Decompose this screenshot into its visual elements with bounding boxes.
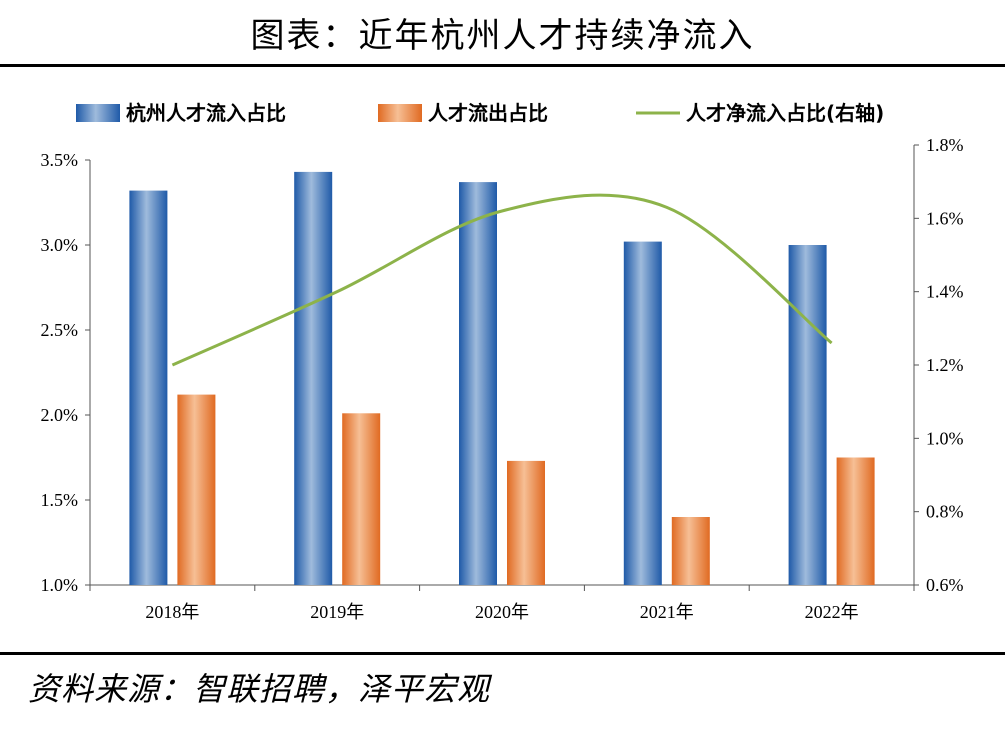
legend-label-inflow: 杭州人才流入占比 xyxy=(126,101,286,125)
legend-swatch-outflow xyxy=(378,104,422,122)
bar-inflow xyxy=(623,241,662,585)
legend-label-outflow: 人才流出占比 xyxy=(428,101,548,125)
left-tick-label: 2.0% xyxy=(41,405,79,425)
right-tick-label: 0.8% xyxy=(926,502,964,522)
bar-inflow xyxy=(129,190,168,585)
left-tick-label: 3.5% xyxy=(41,150,79,170)
source-note: 资料来源：智联招聘，泽平宏观 xyxy=(28,670,491,708)
left-tick-label: 1.5% xyxy=(41,490,79,510)
legend: 杭州人才流入占比 人才流出占比 人才净流入占比(右轴) xyxy=(76,101,884,125)
bar-outflow xyxy=(507,460,545,585)
right-tick-label: 1.2% xyxy=(926,355,964,375)
right-tick-label: 1.0% xyxy=(926,428,964,448)
bar-outflow xyxy=(177,394,216,585)
x-tick-label: 2018年 xyxy=(145,602,199,622)
bar-outflow xyxy=(342,413,381,585)
right-tick-label: 1.6% xyxy=(926,208,964,228)
source-rule xyxy=(0,652,1005,655)
left-tick-label: 3.0% xyxy=(41,235,79,255)
right-tick-label: 1.4% xyxy=(926,282,964,302)
right-tick-label: 0.6% xyxy=(926,575,964,595)
x-tick-label: 2022年 xyxy=(805,602,859,622)
bar-outflow xyxy=(671,517,710,585)
legend-label-net: 人才净流入占比(右轴) xyxy=(686,101,884,125)
left-tick-label: 1.0% xyxy=(41,575,79,595)
x-tick-label: 2019年 xyxy=(310,602,364,622)
bar-inflow xyxy=(294,171,333,585)
left-tick-label: 2.5% xyxy=(41,320,79,340)
chart-title: 图表：近年杭州人才持续净流入 xyxy=(250,16,755,56)
line-net-inflow xyxy=(171,193,833,367)
right-tick-label: 1.8% xyxy=(926,135,964,155)
legend-swatch-inflow xyxy=(76,104,120,122)
x-tick-label: 2021年 xyxy=(640,602,694,622)
chart: 杭州人才流入占比 人才流出占比 人才净流入占比(右轴) 1.0% 1.5% 2.0%… xyxy=(41,101,964,622)
bar-outflow xyxy=(836,457,875,585)
x-tick-label: 2020年 xyxy=(475,602,529,622)
bar-inflow xyxy=(788,245,827,585)
plot-area: 1.0% 1.5% 2.0% 2.5% 3.0% 3.5% 0.6% 0.8% 1.0% 1.2%… xyxy=(41,135,964,622)
title-rule xyxy=(0,64,1005,67)
bar-inflow xyxy=(459,182,497,585)
